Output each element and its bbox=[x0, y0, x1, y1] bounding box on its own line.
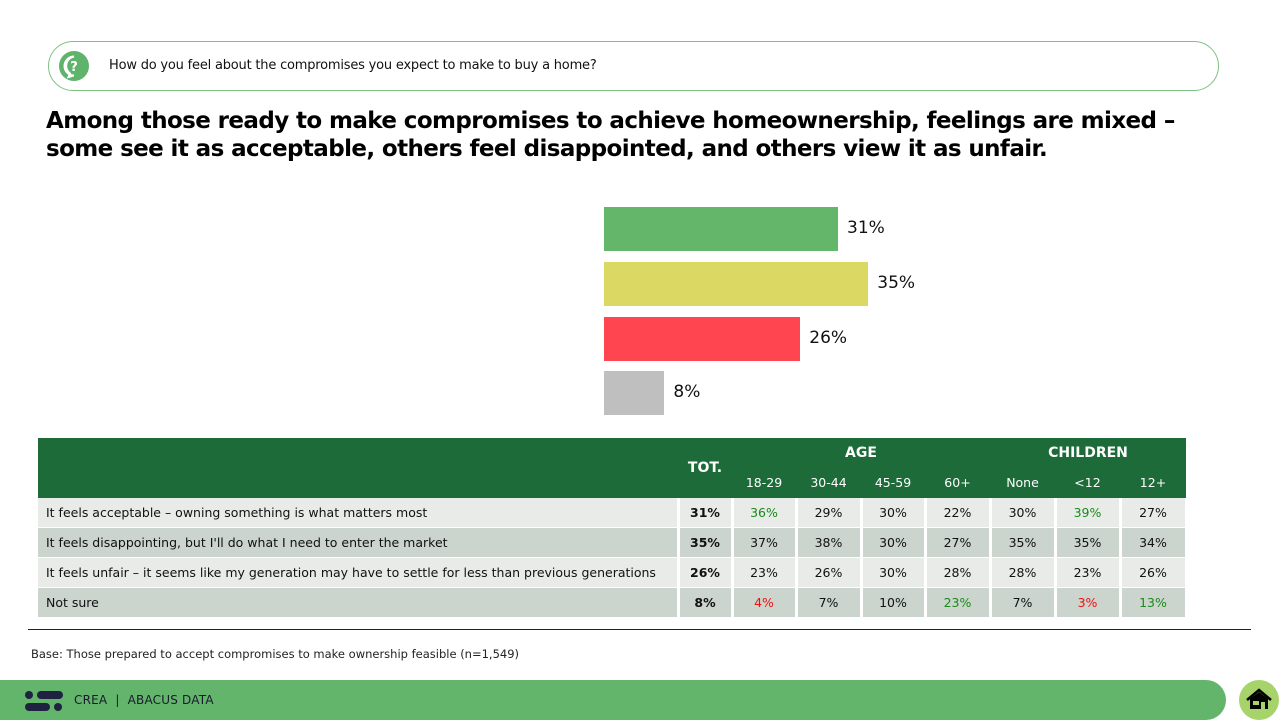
question-bubble-icon: ? bbox=[59, 51, 89, 81]
row-label: Not sure bbox=[38, 587, 680, 618]
bar-value-label: 35% bbox=[877, 273, 916, 293]
table-cell: 27% bbox=[925, 527, 992, 558]
header-group-age: AGE bbox=[845, 444, 877, 461]
table-row: It feels unfair – it seems like my gener… bbox=[38, 557, 1188, 588]
header-group-children: CHILDREN bbox=[1048, 444, 1128, 461]
table-cell: 27% bbox=[1120, 498, 1188, 528]
table-cell: 30% bbox=[990, 498, 1057, 528]
header-subcolumn: 30-44 bbox=[810, 475, 847, 490]
bar-value-label: 26% bbox=[809, 328, 848, 348]
table-cell: 13% bbox=[1120, 587, 1188, 618]
table-cell: 22% bbox=[925, 498, 992, 528]
table-cell: 23% bbox=[732, 557, 798, 588]
row-total: 26% bbox=[678, 557, 734, 588]
table-cell: 26% bbox=[1120, 557, 1188, 588]
page-headline: Among those ready to make compromises to… bbox=[46, 108, 1175, 162]
divider-line bbox=[28, 629, 1251, 630]
crosstab-table: TOT. AGE CHILDREN 18-29 30-44 45-59 60+ None… bbox=[38, 438, 1188, 618]
table-cell: 37% bbox=[732, 527, 798, 558]
bar-value-label: 31% bbox=[847, 218, 885, 238]
question-banner: ? How do you feel about the compromises … bbox=[48, 41, 1219, 91]
question-text: How do you feel about the compromises yo… bbox=[109, 58, 597, 73]
footer-text: CREA | ABACUS DATA bbox=[74, 693, 214, 707]
bar-value-label: 8% bbox=[673, 382, 701, 402]
table-cell: 23% bbox=[1055, 557, 1122, 588]
table-cell: 26% bbox=[796, 557, 863, 588]
table-cell: 36% bbox=[732, 498, 798, 528]
home-icon bbox=[1246, 688, 1272, 709]
table-cell: 35% bbox=[990, 527, 1057, 558]
header-subcolumn: 60+ bbox=[944, 475, 971, 490]
table-cell: 7% bbox=[990, 587, 1057, 618]
svg-text:?: ? bbox=[70, 60, 78, 75]
row-total: 35% bbox=[678, 527, 734, 558]
bar-mark bbox=[604, 207, 839, 251]
row-total: 31% bbox=[678, 498, 734, 528]
table-cell: 29% bbox=[796, 498, 863, 528]
table-cell: 28% bbox=[990, 557, 1057, 588]
table-cell: 30% bbox=[861, 557, 927, 588]
table-cell: 30% bbox=[861, 527, 927, 558]
table-cell: 23% bbox=[925, 587, 992, 618]
table-cell: 34% bbox=[1120, 527, 1188, 558]
table-cell: 3% bbox=[1055, 587, 1122, 618]
table-row: Not sure 8% 4% 7% 10% 23% 7% 3% 13% bbox=[38, 587, 1188, 618]
home-button[interactable] bbox=[1239, 680, 1279, 720]
table-cell: 10% bbox=[861, 587, 927, 618]
row-label: It feels disappointing, but I'll do what… bbox=[38, 527, 680, 558]
header-subcolumn: <12 bbox=[1074, 475, 1101, 490]
table-cell: 38% bbox=[796, 527, 863, 558]
bar-mark bbox=[604, 262, 869, 306]
abacus-logo-icon bbox=[24, 690, 64, 716]
footer-bar: CREA | ABACUS DATA bbox=[0, 680, 1226, 720]
header-label-column bbox=[38, 438, 678, 498]
table-cell: 28% bbox=[925, 557, 992, 588]
table-cell: 35% bbox=[1055, 527, 1122, 558]
header-subcolumn: 45-59 bbox=[874, 475, 912, 490]
table-cell: 30% bbox=[861, 498, 927, 528]
base-note: Base: Those prepared to accept compromis… bbox=[31, 647, 520, 661]
row-label: It feels acceptable – owning something i… bbox=[38, 498, 680, 528]
row-total: 8% bbox=[678, 587, 734, 618]
table-cell: 39% bbox=[1055, 498, 1122, 528]
bar-mark bbox=[604, 317, 801, 361]
table-row: It feels disappointing, but I'll do what… bbox=[38, 527, 1188, 558]
row-label: It feels unfair – it seems like my gener… bbox=[38, 557, 680, 588]
header-subcolumn: 18-29 bbox=[745, 475, 783, 490]
header-subcolumn: None bbox=[1006, 475, 1039, 490]
table-cell: 4% bbox=[732, 587, 798, 618]
header-total: TOT. bbox=[687, 460, 723, 476]
bar-mark bbox=[604, 371, 665, 415]
table-row: It feels acceptable – owning something i… bbox=[38, 498, 1188, 528]
table-cell: 7% bbox=[796, 587, 863, 618]
header-subcolumn: 12+ bbox=[1139, 475, 1167, 490]
